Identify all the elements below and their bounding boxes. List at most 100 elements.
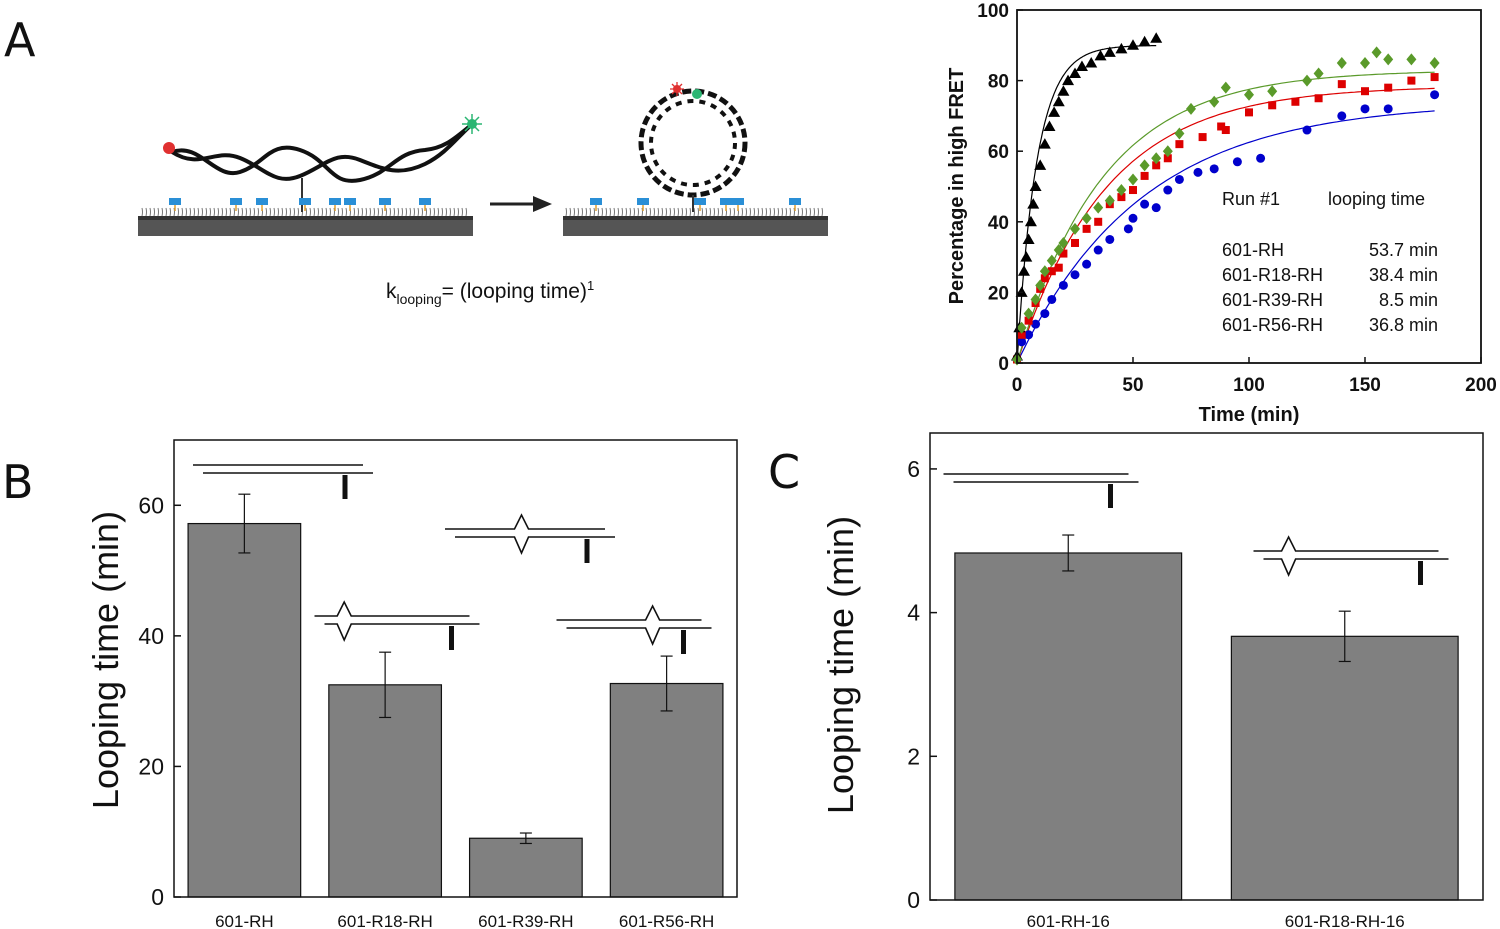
- x-tick-label: 200: [1465, 375, 1497, 396]
- data-point-601-R56-RH: [1023, 307, 1034, 320]
- data-point-601-RH: [1174, 174, 1184, 184]
- plot-frame: [173, 439, 738, 898]
- data-point-601-R56-RH: [1174, 127, 1185, 140]
- protein-marker: [590, 198, 602, 205]
- data-point-601-RH: [1070, 270, 1080, 280]
- data-point-601-R56-RH: [1016, 321, 1027, 334]
- formula-body: = (looping time): [442, 280, 587, 303]
- surface-top: [138, 216, 473, 220]
- data-point-601-R18-RH: [1054, 263, 1063, 272]
- data-point-601-R18-RH: [1152, 161, 1161, 170]
- data-point-601-R39-RH: [1057, 85, 1070, 96]
- data-point-601-R18-RH: [1198, 133, 1207, 142]
- protein-marker: [379, 198, 391, 205]
- protein-marker: [230, 198, 242, 205]
- data-point-601-RH: [1047, 294, 1057, 304]
- data-point-601-R56-RH: [1383, 53, 1394, 66]
- bar-601-R39-RH: [468, 837, 583, 898]
- x-category-label: 601-R56-RH: [619, 912, 714, 929]
- data-point-601-R56-RH: [1139, 159, 1150, 172]
- data-point-601-RH: [1256, 153, 1266, 163]
- data-point-601-R18-RH: [1337, 80, 1346, 89]
- legend: Run #1 looping time 601-RH 53.7 min 601-R1…: [1222, 189, 1438, 335]
- y-tick-label: 6: [907, 456, 920, 482]
- protein-marker: [789, 198, 801, 205]
- dna-construct-top-strand: [556, 604, 702, 621]
- data-point-601-R18-RH: [1017, 330, 1026, 339]
- data-point-601-R18-RH: [1245, 108, 1253, 117]
- protein-marker: [299, 198, 311, 205]
- data-point-601-RH: [1209, 164, 1219, 174]
- x-category-label: 601-R18-RH-16: [1285, 912, 1405, 929]
- red-fluorophore: [670, 82, 684, 96]
- surface-slab: [563, 216, 828, 236]
- surface-top: [563, 216, 828, 220]
- bar-chart-c: 0 2 4 6 601-RH-16 601-R18-RH-16 Looping time …: [820, 432, 1484, 929]
- data-point-601-R39-RH: [1027, 198, 1040, 209]
- data-point-601-R18-RH: [1384, 83, 1393, 92]
- data-point-601-R39-RH: [1115, 42, 1128, 54]
- data-point-601-R39-RH: [1020, 251, 1033, 262]
- legend-title-run: Run #1: [1222, 189, 1280, 209]
- data-point-601-R18-RH: [1314, 94, 1323, 103]
- panel-letter-b: B: [2, 455, 34, 509]
- dna-strand-2: [170, 124, 472, 181]
- data-point-601-R18-RH: [1430, 73, 1439, 82]
- surface-right: [563, 82, 828, 236]
- data-point-601-RH: [1031, 319, 1041, 329]
- surface-left: [138, 114, 482, 236]
- surface-slab: [138, 216, 473, 236]
- bars: [954, 534, 1459, 901]
- legend-looping-time: 53.7 min: [1369, 240, 1438, 260]
- protein-marker: [344, 198, 356, 205]
- data-point-601-RH: [1337, 111, 1347, 121]
- data-point-601-R39-RH: [1043, 120, 1056, 131]
- data-point-601-RH: [1232, 157, 1242, 167]
- dna-construct-bottom-strand: [1263, 558, 1449, 577]
- data-point-601-R56-RH: [1209, 95, 1220, 108]
- data-point-601-R39-RH: [1075, 60, 1088, 71]
- y-tick-label: 20: [138, 753, 164, 779]
- protein-markers: [590, 198, 801, 211]
- data-point-601-R18-RH: [1175, 140, 1184, 149]
- protein-marker: [732, 198, 744, 205]
- legend-title-time: looping time: [1328, 189, 1425, 209]
- data-point-601-RH: [1058, 280, 1068, 290]
- data-point-601-R18-RH: [1163, 154, 1172, 163]
- y-tick-label: 4: [907, 600, 920, 626]
- formula-k: k: [386, 280, 397, 303]
- data-point-601-R39-RH: [1017, 265, 1030, 276]
- data-point-601-R39-RH: [1038, 138, 1051, 149]
- construct-diagrams: [943, 473, 1449, 585]
- protein-marker: [169, 198, 181, 205]
- looping-schematic: klooping= (looping time)1: [138, 82, 828, 307]
- protein-marker: [256, 198, 268, 205]
- fit-curve-601-R56-RH: [1016, 71, 1435, 364]
- bar-601-RH-16: [954, 552, 1183, 901]
- data-point-601-R39-RH: [1127, 39, 1139, 50]
- dna-construct-bottom-strand: [324, 623, 480, 642]
- data-point-601-R39-RH: [1069, 67, 1081, 79]
- data-point-601-R18-RH: [1140, 171, 1149, 180]
- data-point-601-R18-RH: [1407, 76, 1416, 85]
- data-point-601-R56-RH: [1128, 173, 1138, 186]
- bar-601-R18-RH-16: [1230, 635, 1459, 901]
- axis-ticks: 0 2 4 6 601-RH-16 601-R18-RH-16: [907, 456, 1405, 929]
- x-category-label: 601-RH: [215, 912, 274, 929]
- data-point-601-RH: [1017, 337, 1027, 347]
- data-point-601-R18-RH: [1217, 122, 1226, 131]
- formula-superscript: 1: [587, 278, 594, 293]
- data-point-601-R39-RH: [1062, 74, 1075, 86]
- data-point-601-RH: [1123, 224, 1133, 234]
- panel-letter-c: C: [768, 445, 800, 499]
- data-point-601-RH: [1105, 234, 1115, 244]
- data-point-601-R56-RH: [1030, 293, 1041, 306]
- fit-curve-601-R39-RH: [1016, 45, 1157, 364]
- data-point-601-R18-RH: [1071, 238, 1079, 247]
- data-point-601-R56-RH: [1039, 265, 1050, 278]
- x-axis-label: Time (min): [1199, 404, 1300, 426]
- rate-formula: klooping= (looping time)1: [386, 278, 594, 307]
- peg-brush: [565, 207, 823, 217]
- y-tick-label: 0: [151, 884, 164, 910]
